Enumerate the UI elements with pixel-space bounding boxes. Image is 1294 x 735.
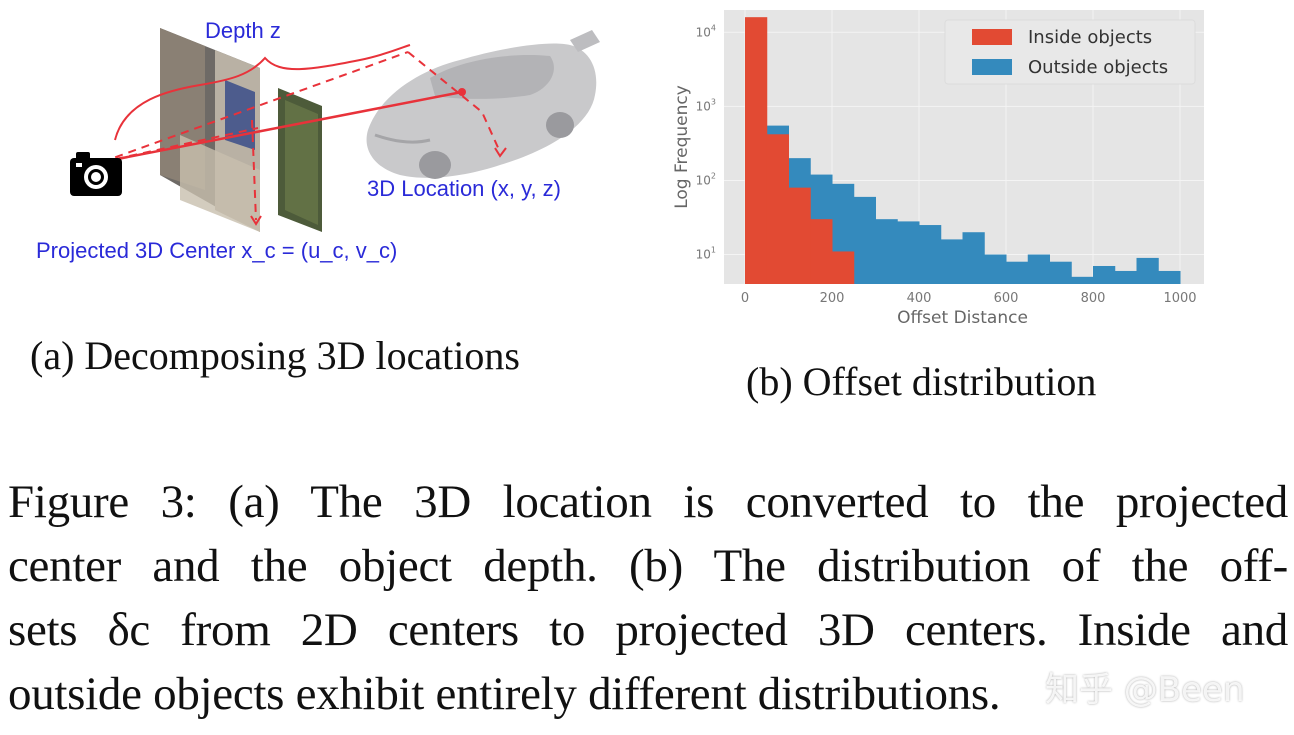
car-model bbox=[366, 30, 600, 179]
projected-center-label: Projected 3D Center x_c = (u_c, v_c) bbox=[36, 238, 398, 263]
histogram-bar bbox=[1136, 257, 1159, 284]
x-tick-label: 800 bbox=[1081, 291, 1106, 306]
legend-swatch bbox=[972, 29, 1012, 45]
histogram-bar bbox=[810, 219, 833, 284]
x-axis-label: Offset Distance bbox=[897, 308, 1028, 328]
watermark: 知乎 @Been bbox=[1045, 670, 1245, 710]
histogram-bar bbox=[788, 187, 811, 284]
caption-line-2: center and the object depth. (b) The dis… bbox=[8, 540, 1288, 592]
histogram-bar bbox=[1027, 254, 1050, 284]
x-tick-label: 0 bbox=[741, 291, 749, 306]
offset-histogram: 0 200 400 600 800 1000 101 102 103 104 Offset Dist… bbox=[660, 0, 1220, 340]
camera-icon bbox=[70, 152, 122, 196]
figure-caption: Figure 3: (a) The 3D location is convert… bbox=[8, 470, 1288, 726]
histogram-bar bbox=[1006, 261, 1029, 284]
histogram-bar bbox=[919, 225, 942, 284]
histogram-bar bbox=[984, 254, 1007, 284]
y-tick-label: 103 bbox=[696, 97, 716, 113]
legend-swatch bbox=[972, 59, 1012, 75]
x-tick-label: 400 bbox=[907, 291, 932, 306]
histogram-bar bbox=[897, 221, 920, 284]
caption-line-3: sets δc from 2D centers to projected 3D … bbox=[8, 604, 1288, 656]
legend-label: Outside objects bbox=[1028, 57, 1168, 78]
image-plane bbox=[160, 28, 322, 232]
caption-line-1: Figure 3: (a) The 3D location is convert… bbox=[8, 476, 1288, 528]
histogram-bar bbox=[962, 232, 985, 284]
subcaption-b: (b) Offset distribution bbox=[746, 359, 1097, 404]
projection-diagram bbox=[70, 28, 600, 232]
histogram-bar bbox=[853, 196, 876, 284]
y-tick-label: 102 bbox=[696, 171, 716, 187]
depth-label: Depth z bbox=[205, 18, 281, 43]
x-tick-label: 600 bbox=[994, 291, 1019, 306]
figure-a-diagram: Depth z 3D Location (x, y, z) Projected … bbox=[30, 0, 630, 290]
y-tick-label: 104 bbox=[696, 23, 716, 39]
histogram-bar bbox=[832, 251, 855, 284]
caption-line-4: outside objects exhibit entirely differe… bbox=[8, 668, 1001, 720]
histogram-bar bbox=[1049, 261, 1072, 284]
histogram-bar bbox=[745, 17, 768, 284]
y-axis-label: Log Frequency bbox=[672, 85, 692, 209]
histogram-bar bbox=[1071, 276, 1094, 284]
histogram-bar bbox=[1114, 270, 1137, 284]
projection-rays bbox=[101, 44, 507, 226]
histogram-plot: 0 200 400 600 800 1000 101 102 103 104 Offset Dist… bbox=[672, 10, 1204, 328]
subcaption-a: (a) Decomposing 3D locations bbox=[30, 333, 520, 378]
histogram-bar bbox=[1093, 265, 1116, 284]
histogram-bar bbox=[766, 134, 789, 284]
histogram-bar bbox=[940, 239, 963, 284]
histogram-bar bbox=[875, 219, 898, 284]
histogram-bar bbox=[1158, 270, 1181, 284]
x-tick-label: 1000 bbox=[1163, 291, 1196, 306]
legend-label: Inside objects bbox=[1028, 27, 1152, 48]
y-tick-label: 101 bbox=[696, 246, 716, 262]
x-tick-label: 200 bbox=[820, 291, 845, 306]
3d-location-label: 3D Location (x, y, z) bbox=[367, 176, 561, 201]
